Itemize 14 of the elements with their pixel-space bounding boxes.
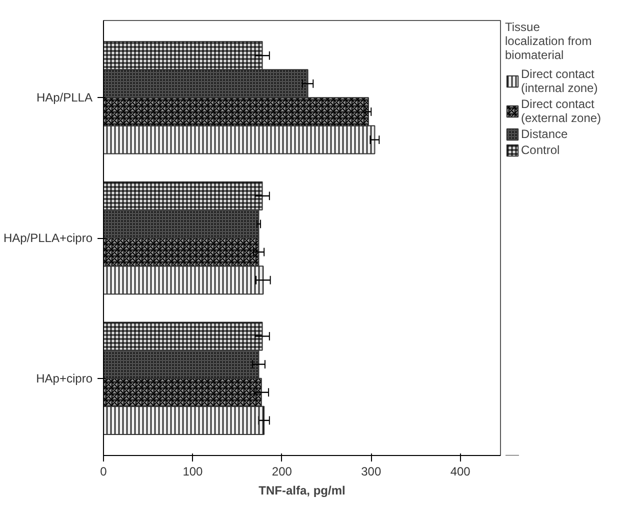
- y-tick-label: HAp/PLLA: [36, 90, 93, 105]
- legend-label: Direct contact (internal zone): [521, 67, 598, 95]
- y-tick-label: HAp+cipro: [36, 371, 93, 386]
- x-tick-label: 100: [182, 464, 204, 478]
- legend-label: Distance: [521, 127, 568, 141]
- x-axis-title: TNF-alfa, pg/ml: [258, 484, 346, 498]
- x-tick-label: 300: [361, 464, 382, 478]
- legend-label: Direct contact (external zone): [521, 97, 602, 125]
- x-tick-label: 200: [272, 464, 292, 478]
- x-tick-label: 0: [100, 464, 108, 478]
- legend-label: Control: [521, 143, 560, 157]
- legend-title: Tissue localization from biomaterial: [505, 20, 593, 62]
- y-tick-label: HAp/PLLA+cipro: [3, 231, 93, 245]
- x-tick-label: 400: [450, 464, 471, 478]
